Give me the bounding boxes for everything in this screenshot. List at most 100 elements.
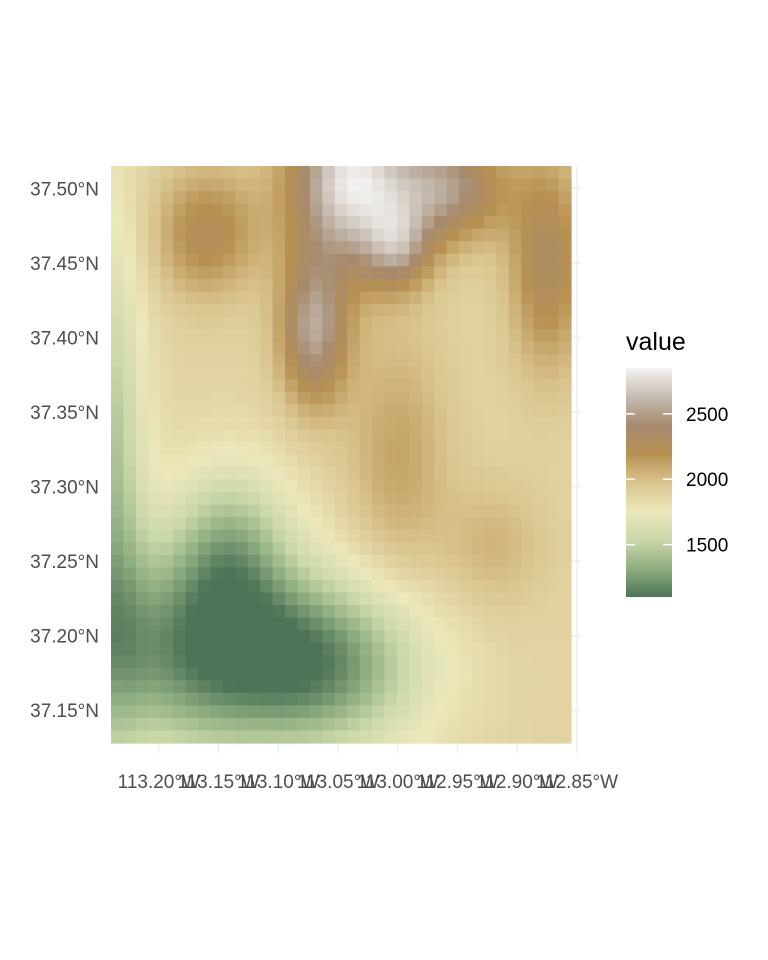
- raster-cell: [222, 441, 236, 456]
- raster-cell: [521, 404, 535, 418]
- raster-cell: [235, 166, 249, 180]
- raster-cell: [434, 467, 448, 481]
- raster-cell: [521, 667, 535, 681]
- raster-cell: [396, 216, 410, 230]
- raster-cell: [235, 291, 249, 305]
- raster-cell: [160, 228, 174, 242]
- raster-cell: [235, 191, 249, 205]
- raster-cell: [111, 404, 125, 418]
- raster-cell: [111, 692, 125, 706]
- raster-cell: [235, 341, 249, 355]
- raster-cell: [160, 354, 174, 368]
- y-tick-label: 37.25°N: [30, 552, 99, 573]
- raster-cell: [396, 517, 410, 531]
- raster-cell: [496, 253, 510, 267]
- raster-cell: [235, 479, 249, 493]
- raster-cell: [459, 630, 473, 644]
- raster-cell: [496, 479, 510, 493]
- raster-cell: [372, 241, 386, 255]
- raster-cell: [247, 717, 261, 732]
- raster-cell: [198, 717, 212, 732]
- raster-cell: [483, 579, 497, 594]
- raster-cell: [235, 253, 249, 267]
- raster-cell: [409, 316, 423, 330]
- raster-cell: [471, 178, 485, 192]
- raster-cell: [372, 354, 386, 368]
- raster-cell: [247, 642, 261, 656]
- raster-cell: [123, 730, 137, 744]
- raster-cell: [359, 416, 373, 431]
- raster-cell: [347, 391, 361, 405]
- raster-cell: [210, 642, 224, 656]
- raster-cell: [359, 479, 373, 493]
- raster-cell: [372, 291, 386, 305]
- raster-cell: [148, 554, 162, 568]
- raster-cell: [483, 416, 497, 431]
- raster-cell: [235, 429, 249, 443]
- raster-cell: [148, 278, 162, 293]
- raster-cell: [334, 429, 348, 443]
- raster-cell: [272, 266, 286, 280]
- raster-cell: [222, 492, 236, 506]
- raster-cell: [160, 241, 174, 255]
- raster-cell: [309, 730, 323, 744]
- raster-cell: [160, 617, 174, 631]
- raster-cell: [322, 404, 336, 418]
- raster-cell: [247, 680, 261, 694]
- raster-cell: [185, 454, 199, 468]
- raster-cell: [347, 253, 361, 267]
- raster-cell: [359, 655, 373, 669]
- raster-cell: [235, 241, 249, 255]
- raster-cell: [359, 228, 373, 242]
- y-tick-label: 37.30°N: [30, 478, 99, 499]
- raster-cell: [459, 341, 473, 355]
- raster-cell: [334, 203, 348, 217]
- raster-cell: [198, 178, 212, 192]
- raster-cell: [111, 191, 125, 205]
- raster-cell: [347, 517, 361, 531]
- raster-cell: [322, 429, 336, 443]
- raster-cell: [334, 692, 348, 706]
- raster-cell: [111, 178, 125, 192]
- raster-cell: [260, 529, 274, 543]
- raster-cell: [185, 441, 199, 456]
- raster-cell: [421, 630, 435, 644]
- raster-cell: [297, 278, 311, 293]
- raster-cell: [198, 429, 212, 443]
- raster-cell: [434, 592, 448, 606]
- raster-cell: [148, 705, 162, 719]
- raster-cell: [222, 592, 236, 606]
- raster-cell: [396, 278, 410, 293]
- raster-cell: [546, 391, 560, 405]
- raster-cell: [235, 504, 249, 518]
- raster-cell: [247, 504, 261, 518]
- raster-cell: [396, 454, 410, 468]
- raster-cell: [434, 379, 448, 393]
- raster-cell: [459, 316, 473, 330]
- raster-cell: [434, 705, 448, 719]
- raster-cell: [111, 454, 125, 468]
- raster-cell: [372, 692, 386, 706]
- raster-cell: [123, 592, 137, 606]
- raster-cell: [185, 567, 199, 581]
- raster-cell: [235, 730, 249, 744]
- raster-cell: [198, 266, 212, 280]
- raster-cell: [198, 329, 212, 343]
- raster-cell: [235, 630, 249, 644]
- raster-cell: [111, 680, 125, 694]
- raster-cell: [247, 554, 261, 568]
- raster-cell: [260, 278, 274, 293]
- raster-cell: [260, 554, 274, 568]
- raster-cell: [546, 291, 560, 305]
- raster-cell: [558, 592, 572, 606]
- raster-cell: [471, 717, 485, 732]
- raster-cell: [173, 680, 187, 694]
- raster-cell: [185, 166, 199, 180]
- raster-cell: [471, 630, 485, 644]
- raster-cell: [347, 316, 361, 330]
- raster-cell: [123, 467, 137, 481]
- raster-cell: [309, 303, 323, 318]
- raster-cell: [409, 166, 423, 180]
- raster-cell: [322, 579, 336, 594]
- raster-cell: [247, 479, 261, 493]
